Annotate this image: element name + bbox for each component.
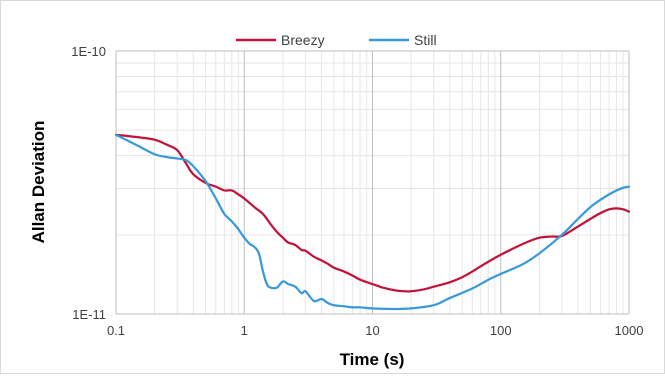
x-tick-label: 1	[241, 323, 248, 338]
y-tick-label: 1E-10	[71, 44, 106, 59]
x-tick-label: 10	[365, 323, 379, 338]
x-tick-label: 100	[490, 323, 512, 338]
legend: Breezy Still	[236, 32, 437, 48]
tick-labels: 0.1 1 10 100 1000 1E-11 1E-10	[71, 44, 643, 338]
legend-label-breezy: Breezy	[281, 32, 325, 48]
y-tick-label: 1E-11	[72, 307, 106, 322]
y-axis-title: Allan Deviation	[29, 121, 48, 244]
series-line-still	[114, 133, 631, 311]
x-axis-title: Time (s)	[340, 350, 405, 369]
x-tick-label: 1000	[615, 323, 644, 338]
series-line-breezy	[114, 133, 631, 293]
legend-label-still: Still	[414, 32, 437, 48]
x-tick-label: 0.1	[107, 323, 125, 338]
grid-layer	[115, 50, 630, 315]
series-layer	[114, 133, 631, 311]
